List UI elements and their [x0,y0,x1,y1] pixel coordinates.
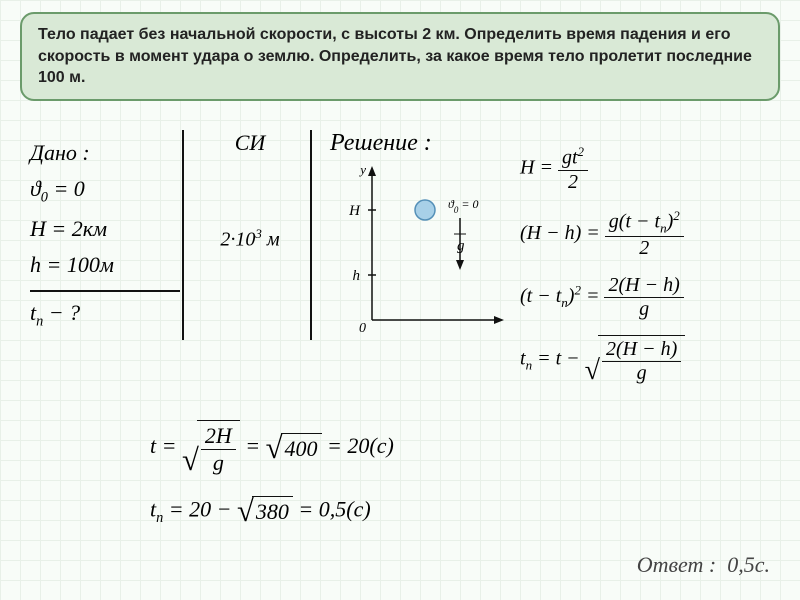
given-block: Дано : ϑ0 = 0 H = 2км h = 100м tn − ? [30,130,180,341]
solution-label: Решение : [330,130,432,157]
y-axis-label: y [358,162,366,177]
origin-label: 0 [359,321,366,335]
si-block: СИ 2·103 м [195,130,305,252]
H-label: H [348,203,361,219]
divider-2 [310,130,312,340]
formulas-right: H = gt22 (H − h) = g(t − tn)22 (t − tn)2… [520,130,780,399]
given-H: H = 2км [30,216,180,242]
divider-1 [182,130,184,340]
formula-t-calc: t = √2Hg = √400 = 20(c) [150,420,530,476]
given-h: h = 100м [30,252,180,278]
diagram-svg: y 0 H h ϑ0 = 0 g [330,160,510,335]
given-unknown: tn − ? [30,290,180,330]
answer-value: 0,5c. [727,552,770,577]
g-label: g [457,238,465,254]
v0-label: ϑ0 = 0 [448,197,479,215]
formulas-bottom: t = √2Hg = √400 = 20(c) tn = 20 − √380 =… [150,400,530,547]
problem-text: Тело падает без начальной скорости, с вы… [38,26,752,86]
formula-H: H = gt22 [520,144,780,194]
solution-area: Дано : ϑ0 = 0 H = 2км h = 100м tn − ? СИ… [10,130,790,590]
formula-ttn2: (t − tn)2 = 2(H − h)g [520,274,780,321]
answer-label: Ответ : [637,552,717,577]
formula-tn: tn = t − √2(H − h)g [520,335,780,385]
given-v0: ϑ0 = 0 [30,176,180,206]
ball-icon [415,200,435,220]
formula-Hh: (H − h) = g(t − tn)22 [520,208,780,261]
si-label: СИ [195,130,305,156]
problem-statement: Тело падает без начальной скорости, с вы… [20,12,780,101]
diagram: y 0 H h ϑ0 = 0 g [330,160,510,335]
formula-tn-calc: tn = 20 − √380 = 0,5(c) [150,496,530,527]
h-label: h [353,268,361,284]
si-H: 2·103 м [195,226,305,252]
given-label: Дано : [30,140,180,166]
answer: Ответ : 0,5c. [637,552,770,578]
